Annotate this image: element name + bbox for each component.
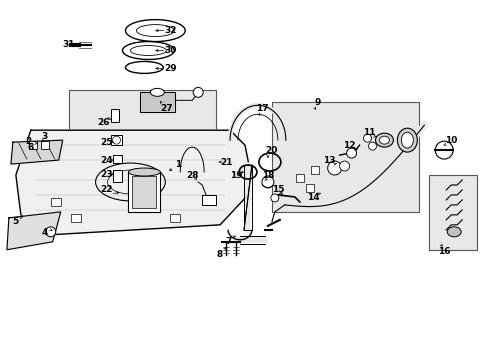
Text: 10: 10 [444, 136, 456, 145]
Bar [112, 170, 122, 182]
Bar [428, 175, 476, 250]
Text: 8: 8 [217, 250, 223, 259]
Text: 32: 32 [163, 26, 176, 35]
Bar [132, 176, 156, 208]
Circle shape [327, 161, 341, 175]
Bar [110, 109, 119, 122]
Text: 20: 20 [265, 145, 278, 154]
Bar [112, 155, 122, 163]
Text: 14: 14 [307, 193, 319, 202]
Text: 3: 3 [41, 132, 48, 141]
Text: 27: 27 [160, 104, 172, 113]
Text: 11: 11 [363, 128, 375, 137]
Polygon shape [16, 130, 249, 235]
Ellipse shape [447, 227, 460, 237]
Text: 17: 17 [255, 104, 268, 113]
Circle shape [262, 176, 273, 188]
Text: 13: 13 [323, 156, 335, 165]
Bar [271, 102, 419, 212]
Bar [128, 172, 160, 212]
Circle shape [270, 194, 278, 202]
Circle shape [346, 148, 356, 158]
Ellipse shape [150, 88, 164, 96]
Bar [110, 135, 122, 145]
Text: 26: 26 [97, 118, 110, 127]
Text: 18: 18 [261, 171, 274, 180]
Text: 15: 15 [271, 185, 284, 194]
Polygon shape [140, 92, 175, 112]
Text: 2: 2 [26, 137, 32, 146]
Bar [71, 214, 81, 222]
Text: 19: 19 [229, 171, 242, 180]
Text: 9: 9 [314, 98, 320, 107]
Circle shape [193, 87, 203, 97]
Bar [68, 90, 216, 220]
Bar [51, 198, 61, 206]
Text: 4: 4 [41, 228, 48, 237]
Text: 5: 5 [12, 217, 18, 226]
Bar [202, 195, 216, 205]
Ellipse shape [397, 128, 416, 152]
Text: 23: 23 [100, 170, 113, 179]
Text: 7: 7 [224, 237, 231, 246]
Bar [305, 184, 313, 192]
Ellipse shape [379, 136, 388, 144]
Circle shape [112, 136, 120, 144]
Text: 25: 25 [100, 138, 113, 147]
Circle shape [363, 134, 371, 142]
Circle shape [434, 141, 452, 159]
Ellipse shape [128, 168, 160, 176]
Text: 28: 28 [185, 171, 198, 180]
Text: 24: 24 [100, 156, 113, 165]
Text: 29: 29 [163, 64, 176, 73]
Polygon shape [7, 212, 61, 250]
Text: 12: 12 [343, 141, 355, 150]
Text: 21: 21 [220, 158, 232, 167]
Circle shape [339, 161, 349, 171]
Ellipse shape [375, 133, 393, 147]
Polygon shape [11, 140, 62, 164]
Text: 6: 6 [28, 143, 34, 152]
Bar [310, 166, 318, 174]
Text: 31: 31 [62, 40, 75, 49]
Bar [29, 141, 37, 149]
Text: 30: 30 [164, 46, 176, 55]
Text: 22: 22 [100, 185, 113, 194]
Ellipse shape [401, 132, 412, 148]
Circle shape [46, 227, 56, 237]
Circle shape [368, 142, 376, 150]
Bar [170, 214, 180, 222]
Text: 16: 16 [437, 247, 449, 256]
Text: 1: 1 [175, 159, 181, 168]
Bar [295, 174, 303, 182]
Bar [41, 141, 49, 149]
